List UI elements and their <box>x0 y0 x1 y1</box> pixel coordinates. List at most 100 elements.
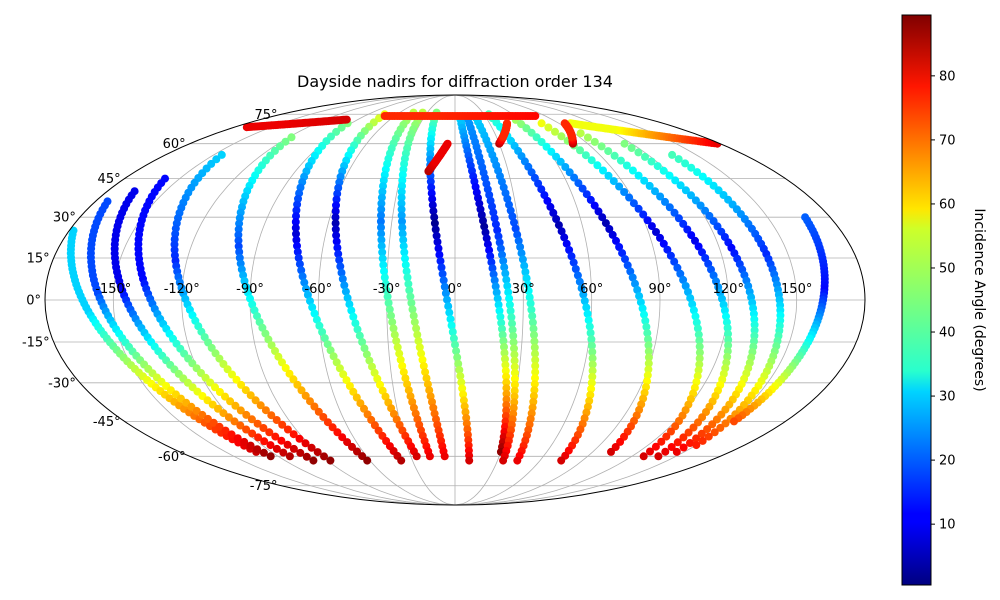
nadir-point <box>531 362 540 370</box>
nadir-point <box>616 156 625 165</box>
nadir-point <box>192 406 201 415</box>
nadir-point <box>335 364 344 373</box>
nadir-point <box>681 159 690 168</box>
nadir-point <box>501 355 509 363</box>
nadir-point <box>622 161 631 170</box>
latitude-tick-label: 75° <box>254 108 277 123</box>
nadir-point <box>659 239 668 248</box>
nadir-point <box>459 396 468 405</box>
nadir-point <box>583 133 592 142</box>
nadir-point <box>668 150 677 159</box>
nadir-point <box>301 439 310 448</box>
nadir-point <box>667 443 676 451</box>
nadir-point <box>575 277 584 286</box>
nadir-point <box>483 240 492 249</box>
nadir-point <box>332 231 341 240</box>
nadir-point <box>331 207 340 216</box>
nadir-point <box>579 290 588 299</box>
nadir-point <box>513 230 522 239</box>
nadir-point <box>376 217 385 226</box>
nadir-point <box>261 406 270 415</box>
nadir-point <box>233 434 242 443</box>
nadir-point <box>342 376 351 385</box>
nadir-point <box>365 356 374 365</box>
nadir-point <box>634 171 643 180</box>
nadir-point <box>629 199 638 208</box>
nadir-point <box>333 428 342 437</box>
nadir-point <box>320 334 329 343</box>
nadir-point <box>378 248 387 257</box>
nadir-point <box>673 438 682 447</box>
nadir-point <box>565 168 574 177</box>
nadir-point <box>497 318 506 327</box>
nadir-point <box>502 389 511 398</box>
nadir-point <box>605 225 614 233</box>
nadir-point <box>341 287 350 296</box>
nadir-point <box>302 284 310 293</box>
nadir-point <box>644 359 653 368</box>
colorbar-tick-label: 50 <box>939 262 956 277</box>
nadir-point <box>489 270 498 279</box>
nadir-point <box>724 341 733 350</box>
nadir-point <box>228 370 236 379</box>
latitude-tick-label: -45° <box>93 415 121 430</box>
nadir-point <box>425 386 434 395</box>
nadir-point <box>351 319 360 328</box>
nadir-point <box>543 196 552 205</box>
nadir-point <box>274 352 283 361</box>
nadir-point <box>345 300 354 309</box>
nadir-point <box>569 258 578 267</box>
longitude-tick-label: -90° <box>236 282 264 297</box>
nadir-point <box>281 137 290 146</box>
nadir-point <box>552 152 561 161</box>
nadir-point <box>618 249 627 258</box>
nadir-point <box>421 368 430 377</box>
nadir-point <box>320 452 328 461</box>
nadir-point <box>529 324 538 333</box>
nadir-point <box>604 171 613 180</box>
nadir-point <box>644 347 653 356</box>
latitude-tick-label: 15° <box>27 252 50 267</box>
nadir-point <box>385 305 394 314</box>
nadir-point <box>453 353 462 362</box>
nadir-point <box>377 242 386 251</box>
nadir-point <box>443 139 452 148</box>
nadir-point <box>260 437 269 446</box>
nadir-point <box>510 344 518 353</box>
nadir-point <box>458 384 467 393</box>
nadir-point <box>500 349 509 357</box>
nadir-point <box>419 362 428 370</box>
nadir-point <box>401 254 409 263</box>
nadir-point <box>607 447 615 456</box>
nadir-point <box>502 372 511 381</box>
nadir-point <box>417 349 426 358</box>
nadir-point <box>247 415 256 424</box>
nadir-point <box>722 318 731 327</box>
nadir-point <box>499 456 508 465</box>
nadir-point <box>272 416 281 424</box>
nadir-point <box>537 138 546 146</box>
nadir-point <box>721 419 730 428</box>
nadir-point <box>556 157 565 166</box>
nadir-point <box>502 378 511 387</box>
nadir-point <box>695 360 704 369</box>
nadir-point <box>679 275 688 284</box>
nadir-point <box>694 242 703 251</box>
latitude-tick-label: -30° <box>48 376 76 391</box>
chart-title: Dayside nadirs for diffraction order 134 <box>297 72 613 91</box>
nadir-point <box>432 231 441 240</box>
nadir-point <box>641 152 649 161</box>
nadir-point <box>590 137 599 146</box>
nadir-point <box>221 426 230 435</box>
nadir-point <box>587 378 596 387</box>
nadir-point <box>443 295 451 304</box>
nadir-point <box>399 242 408 251</box>
nadir-point <box>571 265 580 273</box>
nadir-point <box>640 176 649 185</box>
nadir-point <box>594 207 603 216</box>
nadir-point <box>502 275 511 284</box>
nadir-point <box>588 366 597 375</box>
nadir-point <box>358 338 367 346</box>
nadir-point <box>582 303 591 312</box>
nadir-point <box>428 201 437 210</box>
